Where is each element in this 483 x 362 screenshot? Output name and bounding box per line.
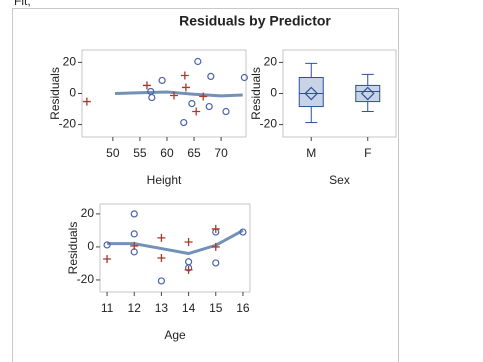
point xyxy=(103,241,111,249)
point xyxy=(211,242,220,251)
y-tick-label: 20 xyxy=(81,206,95,220)
point xyxy=(192,107,201,116)
x-tick-label: 16 xyxy=(236,301,250,315)
x-tick-label: M xyxy=(306,146,316,160)
point xyxy=(130,230,138,238)
y-tick-label: 0 xyxy=(87,239,94,253)
point xyxy=(82,97,91,106)
x-tick-label: 13 xyxy=(155,301,169,315)
x-tick-label: 70 xyxy=(214,146,228,160)
point xyxy=(211,224,220,233)
point xyxy=(158,76,166,85)
x-axis-label: Age xyxy=(164,328,186,342)
y-axis-label: Residuals xyxy=(249,67,263,120)
point xyxy=(239,228,247,236)
y-tick-label: -20 xyxy=(59,117,77,131)
point xyxy=(180,118,188,127)
point xyxy=(157,253,166,262)
x-tick-label: 60 xyxy=(160,146,174,160)
point xyxy=(194,57,202,66)
x-axis-label: Sex xyxy=(329,173,350,187)
point xyxy=(157,277,166,285)
y-tick-label: 0 xyxy=(270,86,277,100)
y-axis-label: Residuals xyxy=(48,67,62,120)
point xyxy=(130,241,139,250)
y-tick-label: 20 xyxy=(63,55,77,69)
x-tick-label: 11 xyxy=(101,301,114,315)
point xyxy=(142,81,151,90)
point xyxy=(184,237,193,246)
x-tick-label: 50 xyxy=(106,146,120,160)
point xyxy=(212,259,220,267)
point xyxy=(157,233,166,242)
y-tick-label: -20 xyxy=(77,272,95,286)
x-axis-label: Height xyxy=(147,173,182,187)
fit-line xyxy=(114,90,243,98)
x-tick-label: 55 xyxy=(133,146,147,160)
panel-title: Residuals by Predictor xyxy=(179,13,331,29)
box xyxy=(355,84,381,103)
point xyxy=(188,99,196,108)
x-tick-label: 14 xyxy=(182,301,196,315)
plot-area xyxy=(99,203,251,293)
mean xyxy=(304,86,319,101)
point xyxy=(222,107,230,116)
point xyxy=(103,254,112,263)
point xyxy=(170,91,179,100)
y-tick-label: 0 xyxy=(69,86,76,100)
point xyxy=(130,210,138,218)
point xyxy=(205,102,213,111)
point xyxy=(147,87,155,96)
x-tick-label: F xyxy=(364,146,371,160)
box xyxy=(298,76,324,108)
panel-border xyxy=(12,8,399,362)
point xyxy=(181,83,190,92)
point xyxy=(240,73,248,82)
x-tick-label: 12 xyxy=(128,301,142,315)
fit-line xyxy=(107,229,244,256)
point xyxy=(199,92,208,101)
cropped-heading: Fit, xyxy=(14,0,31,8)
x-tick-label: 65 xyxy=(187,146,201,160)
x-tick-label: 15 xyxy=(209,301,223,315)
point xyxy=(180,71,189,80)
point xyxy=(184,265,193,274)
y-tick-label: 20 xyxy=(264,55,278,69)
mean xyxy=(360,86,375,101)
y-tick-label: -20 xyxy=(260,117,278,131)
y-axis-label: Residuals xyxy=(66,222,80,275)
point xyxy=(207,72,215,81)
